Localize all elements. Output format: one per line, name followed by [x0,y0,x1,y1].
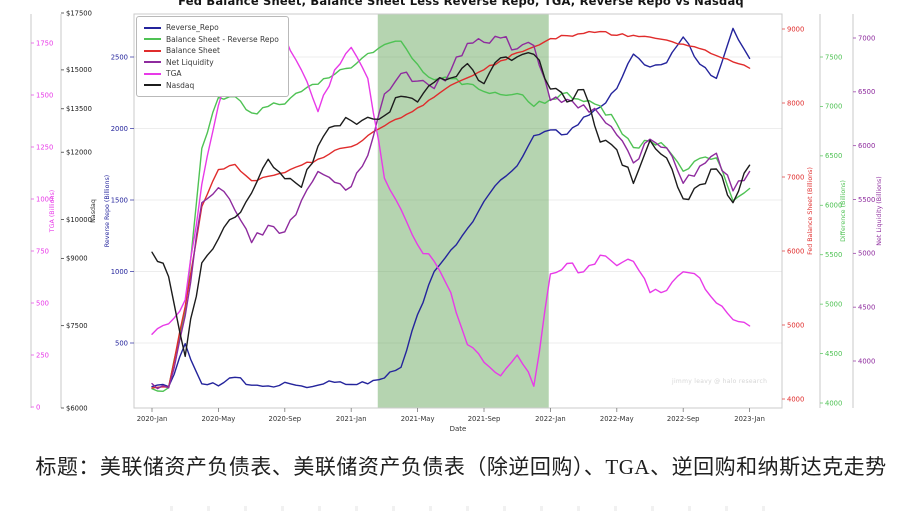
axis-tick-label-net_liquidity: 4500 [858,303,875,311]
legend-item-label: Reverse_Repo [166,23,219,32]
legend-item-label: Nasdaq [166,80,195,90]
axis-tick-label-reverse_repo: 2000 [111,125,128,133]
axis-tick-label-reverse_repo: 2500 [111,53,128,61]
axis-tick-label-tga: 1250 [36,143,53,151]
series-line-reverse_repo [151,27,751,389]
legend-item: Nasdaq [144,80,279,92]
chart-title: Fed Balance Sheet, Balance Sheet Less Re… [178,0,744,8]
axis-tick-label-net_liquidity: 4000 [858,357,875,365]
x-axis-tick-label: 2020-Jan [137,415,168,423]
axis-tick-label-nasdaq: $10000 [66,216,92,224]
legend-item: Reverse_Repo [144,22,279,34]
axis-tick-label-nasdaq: $15000 [66,66,92,74]
axis-tick-label-difference: 6500 [825,152,842,160]
series-line-balance_sheet [151,30,751,389]
axis-tick-label-nasdaq: $13500 [66,105,92,113]
axis-title-nasdaq: Nasdaq [90,199,97,223]
axis-title-reverse_repo: Reverse Repo (Billions) [104,175,111,248]
axis-tick-label-balance_sheet: 5000 [787,321,804,329]
axis-title-net_liquidity: Net Liquidity (Billions) [876,176,883,245]
axis-tick-label-nasdaq: $9000 [66,255,88,263]
legend-item: Balance Sheet - Reverse Repo [144,34,279,46]
axis-tick-label-difference: 4500 [825,350,842,358]
x-axis-tick-label: 2021-Jan [336,415,367,423]
x-axis-tick-label: 2022-May [600,415,634,423]
axis-tick-label-tga: 1500 [36,91,53,99]
axis-tick-label-net_liquidity: 6500 [858,88,875,96]
axis-tick-label-balance_sheet: 6000 [787,247,804,255]
axis-tick-label-reverse_repo: 1000 [111,268,128,276]
legend-item-label: Net Liquidity [166,57,214,67]
legend-item-label: Balance Sheet [166,46,220,55]
legend-line-swatch [144,26,161,29]
legend-line-swatch [144,38,161,41]
x-axis-title: Date [450,425,467,433]
legend-line-swatch [144,49,161,52]
series-line-net_liquidity [151,35,751,390]
x-axis-tick-label: 2020-May [201,415,235,423]
axis-tick-label-balance_sheet: 9000 [787,25,804,33]
axis-tick-label-balance_sheet: 8000 [787,99,804,107]
axis-tick-label-reverse_repo: 500 [115,339,128,347]
axis-tick-label-nasdaq: $12000 [66,149,92,157]
axis-tick-label-nasdaq: $17500 [66,9,92,17]
plot-frame [133,13,783,409]
axis-tick-label-net_liquidity: 5000 [858,250,875,258]
axis-tick-label-tga: 1750 [36,39,53,47]
axis-tick-label-reverse_repo: 1500 [111,196,128,204]
legend-item: TGA [144,68,279,80]
axis-tick-label-tga: 500 [36,299,49,307]
x-axis-tick-label: 2022-Sep [667,415,700,423]
axis-title-tga: TGA (Billions) [49,190,56,233]
legend-line-swatch [144,84,161,87]
series-line-nasdaq [151,52,751,358]
axis-tick-label-tga: 1000 [36,195,53,203]
axis-tick-label-difference: 7000 [825,103,842,111]
x-axis-tick-label: 2021-Sep [468,415,501,423]
x-axis-tick-label: 2021-May [401,415,435,423]
axis-tick-label-difference: 7500 [825,53,842,61]
axis-tick-label-nasdaq: $6000 [66,404,88,412]
axis-tick-label-difference: 5500 [825,251,842,259]
axis-tick-label-balance_sheet: 7000 [787,173,804,181]
caption-chinese: 标题：美联储资产负债表、美联储资产负债表（除逆回购）、TGA、逆回购和纳斯达克走… [35,455,887,479]
x-axis-tick-label: 2023-Jan [734,415,765,423]
legend-line-swatch [144,72,161,75]
watermark: jimmy leavy @ halo research [672,378,768,385]
axis-tick-label-difference: 4000 [825,399,842,407]
x-axis-tick-label: 2020-Sep [269,415,302,423]
axis-tick-label-net_liquidity: 7000 [858,34,875,42]
cutoff-text-line [170,506,770,511]
axis-tick-label-tga: 250 [36,351,49,359]
x-axis-tick-label: 2022-Jan [535,415,566,423]
legend-item: Net Liquidity [144,57,279,69]
legend-item-label: Balance Sheet - Reverse Repo [166,34,279,44]
axis-tick-label-difference: 6000 [825,202,842,210]
axis-title-difference: Difference (Billions) [840,180,847,242]
legend-line-swatch [144,61,161,64]
axis-tick-label-tga: 0 [36,403,40,411]
axis-tick-label-net_liquidity: 6000 [858,142,875,150]
axis-tick-label-balance_sheet: 4000 [787,395,804,403]
axis-tick-label-tga: 750 [36,247,49,255]
axis-tick-label-difference: 5000 [825,300,842,308]
legend-item-label: TGA [166,69,182,78]
legend: Reverse_Repo Balance Sheet - Reverse Repo… [136,16,289,97]
axis-tick-label-net_liquidity: 5500 [858,196,875,204]
legend-item: Balance Sheet [144,45,279,57]
axis-title-balance_sheet: Fed Balance Sheet (Billions) [807,167,814,255]
axis-tick-label-nasdaq: $7500 [66,322,88,330]
